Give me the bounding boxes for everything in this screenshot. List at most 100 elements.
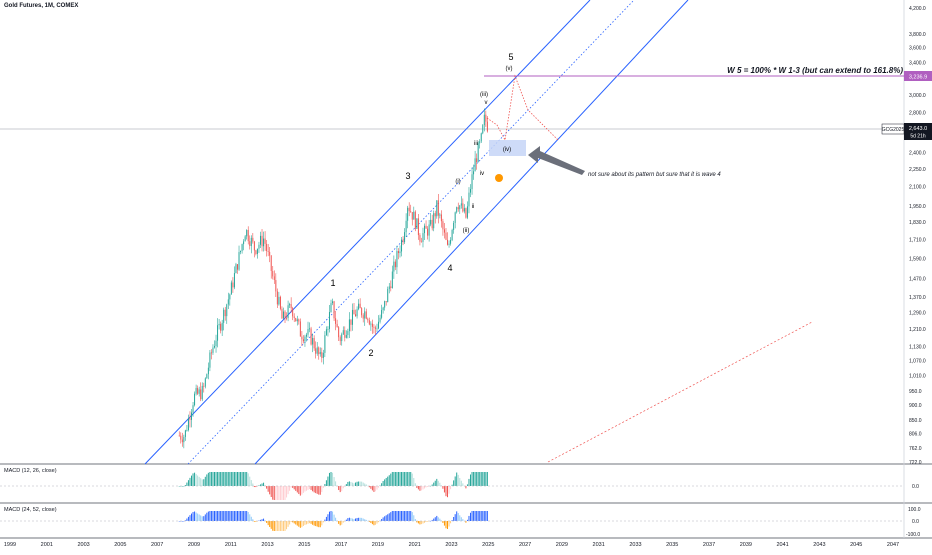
time-tick-label: 2013	[261, 542, 273, 548]
macd-bar	[385, 477, 387, 486]
macd-bar	[483, 511, 485, 521]
macd-bar	[310, 486, 312, 490]
macd-bar	[437, 480, 439, 486]
macd-bar	[255, 486, 257, 488]
macd-bar	[424, 521, 426, 523]
macd-bar	[356, 481, 358, 486]
macd-bar	[181, 486, 183, 487]
time-tick-label: 2005	[114, 542, 126, 548]
macd-bar	[221, 472, 223, 486]
candle-body	[200, 389, 202, 400]
macd-bar	[244, 511, 246, 521]
macd-bar	[459, 515, 461, 521]
macd-bar	[209, 472, 211, 486]
candle-body	[181, 439, 183, 443]
candle-body	[198, 389, 200, 394]
candle-body	[462, 203, 464, 212]
macd-bar	[381, 483, 383, 486]
candle-body	[299, 321, 301, 337]
channel-mid	[187, 0, 635, 465]
macd-bar	[374, 486, 376, 492]
macd-bar	[368, 521, 370, 522]
candle-body	[207, 367, 209, 375]
macd-bar	[269, 521, 271, 527]
macd-bar	[312, 486, 314, 492]
macd-bar	[364, 519, 366, 521]
candle-body	[456, 207, 458, 213]
macd-bar	[471, 511, 473, 521]
candle-body	[295, 318, 297, 322]
candle-body	[206, 374, 208, 379]
macd-bar	[264, 485, 266, 486]
macd-bar	[345, 519, 347, 521]
candle-body	[301, 336, 303, 340]
wave-iv-paren-label: (iv)	[503, 147, 511, 153]
macd-bar	[249, 476, 251, 486]
macd-bar	[246, 472, 248, 486]
candle-body	[318, 347, 320, 355]
time-tick-label: 2017	[335, 542, 347, 548]
macd-bar	[267, 521, 269, 526]
candle-body	[309, 328, 311, 330]
candle-body	[270, 255, 272, 271]
candle-body	[315, 348, 317, 354]
macd-bar	[264, 520, 266, 521]
macd-bar	[281, 486, 283, 500]
macd-bar	[201, 479, 203, 486]
candle-body	[246, 229, 248, 237]
macd-bar	[235, 472, 237, 486]
macd-bar	[229, 472, 231, 486]
candle-body	[471, 174, 473, 190]
macd-bar	[200, 478, 202, 486]
price-tag-sub: 5d 21h	[910, 134, 926, 140]
macd-bar	[189, 477, 191, 486]
price-tick-label: 1,830.0	[909, 220, 926, 226]
candle-body	[210, 352, 212, 354]
macd-bar	[436, 478, 438, 486]
candle-body	[264, 238, 266, 244]
macd-bar	[394, 511, 396, 521]
macd-bar	[420, 521, 422, 525]
macd-bar	[404, 472, 406, 486]
candle-body	[269, 251, 271, 256]
macd-bar	[339, 486, 341, 493]
macd-bar	[195, 512, 197, 521]
macd-bar	[482, 511, 484, 521]
macd-bar	[200, 515, 202, 521]
candle-body	[302, 339, 304, 342]
macd-bar	[482, 472, 484, 486]
macd-bar	[338, 521, 340, 524]
candle-body	[468, 192, 470, 207]
target-tag-bg	[904, 71, 932, 81]
candle-body	[428, 224, 430, 236]
macd-bar	[470, 474, 472, 486]
macd-bar	[476, 472, 478, 486]
candle-body	[399, 251, 401, 254]
candle-body	[411, 212, 413, 220]
price-tick-label: 850.0	[909, 418, 922, 424]
macd-bar	[454, 514, 456, 521]
macd-bar	[267, 486, 269, 492]
macd-bar	[425, 521, 427, 522]
price-tag: 2,643.0	[909, 126, 927, 132]
macd-bar	[368, 486, 370, 488]
macd-bar	[431, 519, 433, 521]
macd-bar	[367, 485, 369, 487]
candle-body	[338, 327, 340, 338]
candle-body	[203, 385, 205, 387]
macd-bar	[462, 519, 464, 521]
candle-body	[387, 289, 389, 303]
candle-body	[276, 291, 278, 305]
candle-body	[292, 308, 294, 317]
macd-bar	[382, 517, 384, 521]
macd-bar	[480, 472, 482, 486]
macd-bar	[373, 486, 375, 492]
time-tick-label: 2035	[666, 542, 678, 548]
macd-bar	[459, 478, 461, 486]
macd-bar	[298, 521, 300, 527]
macd-bar	[279, 521, 281, 531]
macd-bar	[471, 472, 473, 486]
macd-bar	[371, 521, 373, 525]
